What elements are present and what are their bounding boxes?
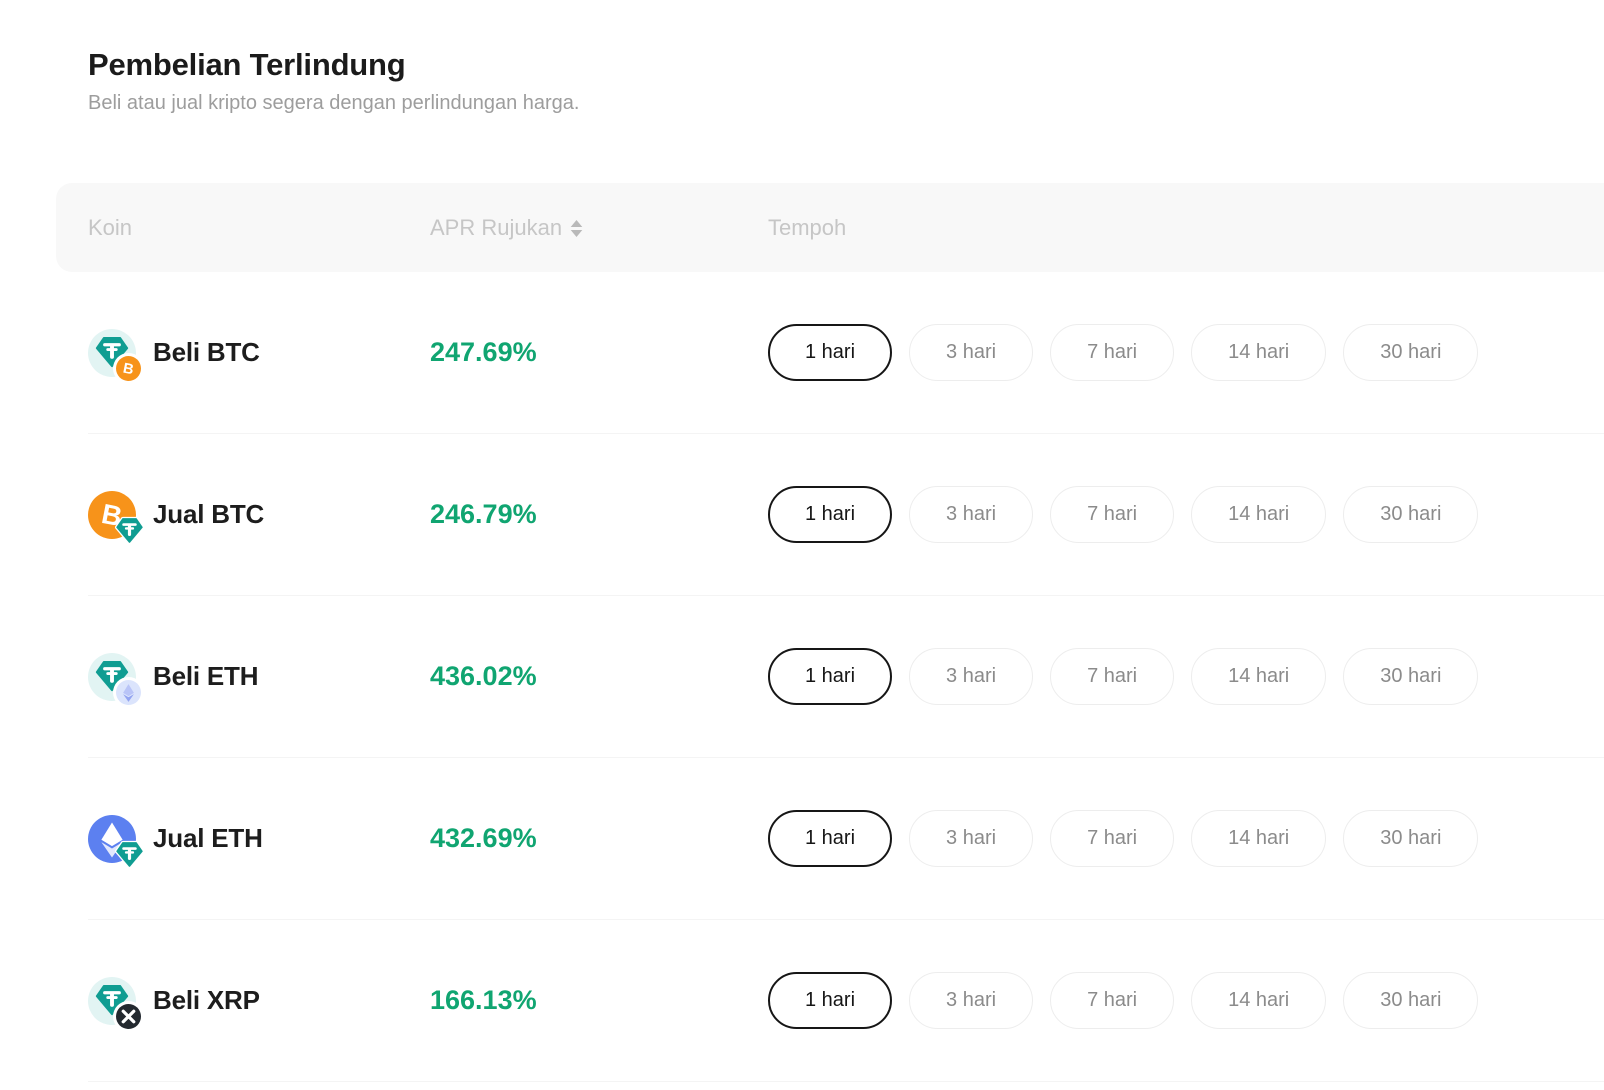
usdt-badge-icon [115,516,144,545]
svg-text:B: B [122,360,135,378]
tenor-button-14-hari[interactable]: 14 hari [1191,972,1327,1029]
btc-badge-icon: B [116,355,141,381]
tenor-button-30-hari[interactable]: 30 hari [1343,324,1479,381]
tenor-button-3-hari[interactable]: 3 hari [909,648,1034,705]
apr-value: 436.02% [430,661,537,691]
tenor-button-7-hari[interactable]: 7 hari [1050,486,1175,543]
tenor-button-14-hari[interactable]: 14 hari [1191,810,1327,867]
tenor-button-30-hari[interactable]: 30 hari [1343,486,1479,543]
column-header-coin: Koin [88,214,133,240]
tenor-options: 1 hari 3 hari 7 hari 14 hari 30 hari [768,810,1604,867]
table-row-jual-btc: B Jual BTC 246.79% 1 hari 3 hari 7 hari 14 … [88,434,1604,596]
table-row-beli-btc: B Beli BTC 247.69% 1 hari 3 hari 7 hari 14 … [88,272,1604,434]
tenor-button-30-hari[interactable]: 30 hari [1343,972,1479,1029]
page-title: Pembelian Terlindung [88,47,406,82]
table-row-jual-eth: Jual ETH 432.69% 1 hari 3 hari 7 hari 14 ha… [88,758,1604,920]
apr-value: 246.79% [430,499,537,529]
tenor-options: 1 hari 3 hari 7 hari 14 hari 30 hari [768,486,1604,543]
apr-value: 166.13% [430,985,537,1015]
column-header-apr-sort[interactable]: APR Rujukan [430,215,768,241]
coin-label: Jual ETH [153,823,263,853]
tenor-button-1-hari[interactable]: 1 hari [768,648,893,705]
apr-value: 432.69% [430,823,537,853]
tenor-options: 1 hari 3 hari 7 hari 14 hari 30 hari [768,648,1604,705]
sort-arrows-icon [569,219,584,238]
usdt-xrp-icon [88,976,141,1029]
tenor-options: 1 hari 3 hari 7 hari 14 hari 30 hari [768,324,1604,381]
usdt-badge-icon [115,840,144,869]
usdt-btc-icon: B [88,328,141,381]
tenor-button-30-hari[interactable]: 30 hari [1343,810,1479,867]
coin-cell: Beli XRP [88,976,430,1029]
coin-label: Beli BTC [153,337,260,367]
tenor-button-7-hari[interactable]: 7 hari [1050,810,1175,867]
page-subtitle: Beli atau jual kripto segera dengan perl… [88,92,580,114]
coin-cell: B Jual BTC [88,490,430,544]
eth-usdt-icon [88,814,144,868]
tenor-button-3-hari[interactable]: 3 hari [909,972,1034,1029]
tenor-button-3-hari[interactable]: 3 hari [909,486,1034,543]
tenor-button-14-hari[interactable]: 14 hari [1191,324,1327,381]
table-row-beli-eth: Beli ETH 436.02% 1 hari 3 hari 7 hari 14 ha… [88,596,1604,758]
column-header-apr-label: APR Rujukan [430,214,563,240]
tenor-button-1-hari[interactable]: 1 hari [768,810,893,867]
tenor-button-1-hari[interactable]: 1 hari [768,972,893,1029]
xrp-badge-icon [116,1003,141,1029]
coin-label: Beli XRP [153,985,260,1015]
coin-table-body: B Beli BTC 247.69% 1 hari 3 hari 7 hari 14 … [88,272,1604,1082]
tenor-options: 1 hari 3 hari 7 hari 14 hari 30 hari [768,972,1604,1029]
coin-label: Jual BTC [153,499,265,529]
tenor-button-3-hari[interactable]: 3 hari [909,324,1034,381]
tenor-button-1-hari[interactable]: 1 hari [768,486,893,543]
coin-cell: Jual ETH [88,814,430,868]
usdt-eth-icon [88,652,141,705]
tenor-button-7-hari[interactable]: 7 hari [1050,972,1175,1029]
table-row-beli-xrp: Beli XRP 166.13% 1 hari 3 hari 7 hari 14 ha… [88,920,1604,1082]
tenor-button-14-hari[interactable]: 14 hari [1191,648,1327,705]
tenor-button-3-hari[interactable]: 3 hari [909,810,1034,867]
tenor-button-7-hari[interactable]: 7 hari [1050,648,1175,705]
tenor-button-1-hari[interactable]: 1 hari [768,324,893,381]
table-header: Koin APR Rujukan Tempoh [56,183,1604,272]
btc-usdt-icon: B [88,490,144,544]
tenor-button-14-hari[interactable]: 14 hari [1191,486,1327,543]
coin-label: Beli ETH [153,661,259,691]
column-header-tenor: Tempoh [768,214,847,240]
coin-cell: Beli ETH [88,652,430,705]
coin-cell: B Beli BTC [88,328,430,381]
eth-badge-icon [116,679,141,705]
tenor-button-30-hari[interactable]: 30 hari [1343,648,1479,705]
apr-value: 247.69% [430,337,537,367]
tenor-button-7-hari[interactable]: 7 hari [1050,324,1175,381]
